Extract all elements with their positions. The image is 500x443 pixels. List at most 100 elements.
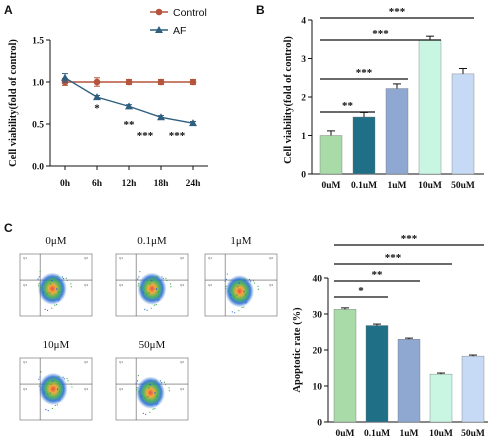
panel-c-significance-label: *** bbox=[385, 252, 402, 264]
event-dot bbox=[137, 283, 140, 285]
event-dot bbox=[54, 404, 57, 406]
flow-plot-1: 0μM Q1 Q2 Q3 Q4 bbox=[19, 235, 93, 317]
panel-a-x-tick-label: 12h bbox=[122, 179, 138, 189]
event-dot bbox=[58, 295, 61, 297]
panel-c-bar-chart: Apoptotic rate (%) 0 10 20 30 40 0uM 0.1uM 1uM… bbox=[292, 233, 488, 439]
event-dot bbox=[70, 283, 72, 285]
event-dot bbox=[56, 303, 58, 306]
event-dot bbox=[67, 380, 69, 382]
quadrant-label: Q2 bbox=[269, 256, 273, 260]
event-dot bbox=[52, 380, 54, 382]
event-dot bbox=[136, 387, 138, 389]
significance-label: *** bbox=[137, 130, 154, 142]
event-dot bbox=[136, 389, 138, 391]
panel-a-line-chart: Cell viability(fold of control) 0.0 0.5 1.… bbox=[8, 7, 208, 189]
event-dot bbox=[141, 394, 143, 397]
event-dot bbox=[40, 387, 43, 389]
event-dot bbox=[63, 378, 65, 380]
event-dot bbox=[169, 283, 172, 285]
event-dot bbox=[58, 391, 61, 393]
event-dot bbox=[138, 276, 140, 278]
event-dot bbox=[38, 378, 40, 380]
event-dot bbox=[157, 276, 159, 278]
event-dot bbox=[141, 396, 143, 398]
event-dot bbox=[162, 277, 164, 280]
event-dot bbox=[43, 391, 45, 393]
event-dot bbox=[58, 400, 60, 402]
event-dot bbox=[230, 293, 232, 295]
significance-label: * bbox=[94, 102, 100, 114]
event-dot bbox=[156, 380, 158, 382]
panel-b-y-tick-label: 1 bbox=[301, 132, 306, 142]
event-dot bbox=[50, 280, 53, 282]
panel-c-significance-label: *** bbox=[401, 233, 418, 245]
panel-c-y-title: Apoptotic rate (%) bbox=[292, 307, 303, 393]
event-dot bbox=[166, 279, 168, 282]
event-dot bbox=[152, 277, 154, 279]
panel-c-bar-1uM bbox=[397, 339, 421, 423]
panel-c-significance-label: ** bbox=[372, 269, 384, 281]
event-dot bbox=[54, 304, 56, 306]
event-dot bbox=[224, 280, 226, 283]
event-dot bbox=[257, 288, 260, 290]
event-dot bbox=[238, 282, 240, 284]
event-dot bbox=[54, 377, 56, 379]
event-dot bbox=[53, 377, 55, 379]
event-dot bbox=[155, 288, 157, 290]
event-dot bbox=[51, 380, 53, 382]
event-dot bbox=[142, 290, 144, 293]
significance-label: ** bbox=[124, 119, 136, 131]
event-dot bbox=[230, 294, 232, 296]
event-dot bbox=[56, 404, 58, 406]
event-dot bbox=[43, 392, 46, 394]
event-dot bbox=[149, 384, 152, 386]
event-dot bbox=[231, 311, 233, 313]
event-dot bbox=[156, 395, 158, 398]
event-dot bbox=[250, 280, 252, 282]
event-dot bbox=[58, 376, 60, 378]
cell-population-cloud bbox=[38, 372, 68, 406]
event-dot bbox=[157, 290, 160, 293]
panel-b-x-tick-label: 0.1uM bbox=[351, 181, 377, 191]
event-dot bbox=[70, 383, 73, 385]
event-dot bbox=[157, 403, 159, 405]
quadrant-label: Q3 bbox=[84, 387, 88, 391]
event-dot bbox=[158, 299, 160, 301]
panel-b-y-tick-label: 4 bbox=[301, 17, 306, 27]
event-dot bbox=[137, 285, 139, 287]
event-dot bbox=[246, 301, 248, 303]
legend-control-marker bbox=[155, 8, 163, 16]
event-dot bbox=[37, 285, 40, 287]
panel-b-x-tick-label: 1uM bbox=[388, 181, 407, 191]
event-dot bbox=[238, 310, 240, 312]
panel-letter-c: C bbox=[4, 221, 13, 235]
flow-plot-5: 50μM Q1 Q2 Q3 Q4 bbox=[115, 339, 189, 421]
flow-plot-3: 1μM Q1 Q2 Q3 Q4 bbox=[204, 235, 278, 317]
event-dot bbox=[66, 377, 68, 380]
event-dot bbox=[47, 409, 49, 412]
event-dot bbox=[56, 389, 59, 391]
panel-c-bar-0uM bbox=[333, 309, 357, 423]
event-dot bbox=[62, 376, 64, 378]
panel-b-significance-label: *** bbox=[372, 28, 389, 40]
event-dot bbox=[240, 279, 243, 282]
event-dot bbox=[58, 276, 60, 278]
event-dot bbox=[243, 278, 246, 280]
data-point-af bbox=[125, 102, 133, 110]
flow-plot-title: 0.1μM bbox=[137, 235, 167, 247]
panel-c-bar-50uM bbox=[461, 355, 485, 423]
event-dot bbox=[58, 290, 60, 293]
quadrant-label: Q2 bbox=[84, 360, 88, 364]
event-dot bbox=[46, 393, 49, 395]
event-dot bbox=[61, 276, 63, 278]
event-dot bbox=[161, 276, 163, 278]
event-dot bbox=[59, 395, 61, 397]
panel-b-x-tick-label: 10uM bbox=[418, 181, 442, 191]
event-dot bbox=[49, 392, 51, 394]
panel-a-x-tick-label: 18h bbox=[154, 179, 170, 189]
event-dot bbox=[138, 392, 140, 394]
flow-plot-2: 0.1μM Q1 Q2 Q3 Q4 bbox=[115, 235, 189, 317]
event-dot bbox=[239, 279, 241, 281]
event-dot bbox=[53, 277, 55, 279]
event-dot bbox=[148, 291, 150, 294]
